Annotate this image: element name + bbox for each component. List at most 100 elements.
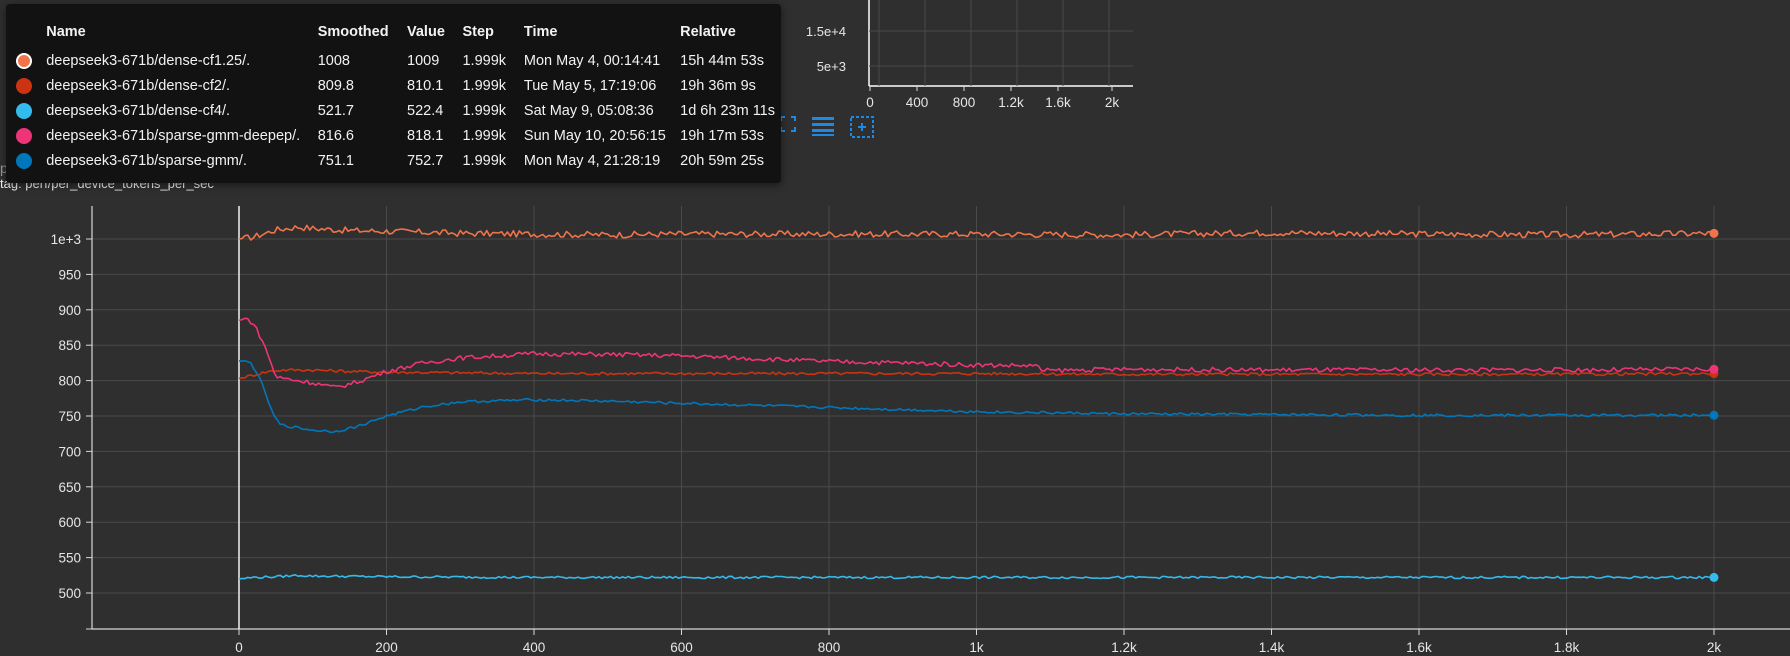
run-step: 1.999k bbox=[462, 152, 507, 169]
run-step: 1.999k bbox=[462, 77, 507, 94]
run-color-dot bbox=[16, 77, 32, 94]
header-name: Name bbox=[46, 24, 86, 40]
run-color-dot bbox=[16, 152, 32, 169]
run-time: Sat May 9, 05:08:36 bbox=[523, 102, 654, 119]
background-x-tick-label: 400 bbox=[906, 95, 929, 110]
run-color-swatch bbox=[6, 98, 46, 123]
header-relative: Relative bbox=[680, 24, 736, 40]
grid-lines bbox=[92, 206, 1790, 629]
tooltip-panel: Name Smoothed Value Step Time Relative d… bbox=[6, 4, 781, 183]
series-endpoint-marker bbox=[1709, 228, 1719, 238]
main-plot: 500 550 600 650 700 750 800 850 900 950 1e+3 0 200 4… bbox=[51, 206, 1790, 655]
tooltip-table: Name Smoothed Value Step Time Relative d… bbox=[6, 22, 781, 173]
x-tick-label: 800 bbox=[818, 640, 841, 655]
run-name: deepseek3-671b/sparse-gmm-deepep/. bbox=[46, 127, 301, 144]
run-smoothed: 521.7 bbox=[317, 102, 354, 119]
y-tick-label: 600 bbox=[58, 515, 81, 530]
run-time: Sun May 10, 20:56:15 bbox=[523, 127, 666, 144]
run-relative: 1d 6h 23m 11s bbox=[680, 102, 775, 119]
x-tick-label: 1.4k bbox=[1259, 640, 1285, 655]
run-smoothed: 1008 bbox=[317, 52, 350, 69]
run-color-dot bbox=[16, 102, 32, 119]
run-color-swatch bbox=[6, 148, 46, 173]
x-tick-label: 1.8k bbox=[1554, 640, 1580, 655]
background-x-tick-label: 1.2k bbox=[998, 95, 1024, 110]
run-value: 810.1 bbox=[407, 77, 444, 94]
x-tick-label: 0 bbox=[235, 640, 243, 655]
background-grid bbox=[869, 0, 1133, 86]
run-step: 1.999k bbox=[462, 52, 507, 69]
x-tick-label: 600 bbox=[670, 640, 693, 655]
background-x-tick-label: 0 bbox=[866, 95, 874, 110]
run-color-dot bbox=[16, 52, 32, 69]
expand-icon[interactable] bbox=[780, 116, 796, 143]
run-smoothed: 809.8 bbox=[317, 77, 354, 94]
series-line bbox=[238, 359, 1715, 434]
series-line bbox=[238, 368, 1715, 380]
x-tick-label: 400 bbox=[523, 640, 546, 655]
run-step: 1.999k bbox=[462, 102, 507, 119]
tooltip-row: deepseek3-671b/dense-cf2/. 809.8 810.1 1… bbox=[6, 73, 781, 98]
y-tick-label: 650 bbox=[58, 480, 81, 495]
tooltip-header-row: Name Smoothed Value Step Time Relative bbox=[6, 22, 781, 48]
header-step: Step bbox=[462, 24, 494, 40]
run-name: deepseek3-671b/sparse-gmm/. bbox=[46, 152, 247, 169]
series-endpoint-marker bbox=[1709, 572, 1719, 582]
color-column-header bbox=[6, 22, 46, 48]
y-tick-label: 900 bbox=[58, 303, 81, 318]
tooltip-row: deepseek3-671b/dense-cf1.25/. 1008 1009 … bbox=[6, 48, 781, 73]
run-time: Mon May 4, 00:14:41 bbox=[523, 52, 661, 69]
run-smoothed: 751.1 bbox=[317, 152, 354, 169]
run-relative: 19h 36m 9s bbox=[680, 77, 756, 94]
header-smoothed: Smoothed bbox=[317, 24, 389, 40]
series-endpoints bbox=[1709, 228, 1719, 582]
run-name: deepseek3-671b/dense-cf4/. bbox=[46, 102, 231, 119]
x-tick-label: 2k bbox=[1707, 640, 1722, 655]
run-value: 818.1 bbox=[407, 127, 444, 144]
y-tick-label: 1e+3 bbox=[51, 232, 81, 247]
run-color-swatch bbox=[6, 48, 46, 73]
series-line bbox=[238, 574, 1715, 580]
run-relative: 15h 44m 53s bbox=[680, 52, 764, 69]
run-name: deepseek3-671b/dense-cf2/. bbox=[46, 77, 231, 94]
run-color-swatch bbox=[6, 123, 46, 148]
fit-domain-icon[interactable] bbox=[850, 116, 874, 143]
x-tick-label: 1.6k bbox=[1406, 640, 1432, 655]
tooltip-row: deepseek3-671b/sparse-gmm-deepep/. 816.6… bbox=[6, 123, 781, 148]
series-line bbox=[238, 224, 1715, 241]
y-axis-ticks: 500 550 600 650 700 750 800 850 900 950 1e+3 bbox=[51, 232, 92, 630]
series-lines bbox=[238, 224, 1715, 580]
run-step: 1.999k bbox=[462, 127, 507, 144]
series-endpoint-marker bbox=[1709, 364, 1719, 374]
run-name: deepseek3-671b/dense-cf1.25/. bbox=[46, 52, 251, 69]
y-tick-label: 800 bbox=[58, 374, 81, 389]
run-value: 1009 bbox=[407, 52, 440, 69]
x-tick-label: 1k bbox=[969, 640, 984, 655]
y-tick-label: 850 bbox=[58, 338, 81, 353]
series-endpoint-marker bbox=[1709, 410, 1719, 420]
series-line bbox=[238, 317, 1715, 388]
y-tick-label: 500 bbox=[58, 586, 81, 601]
run-value: 752.7 bbox=[407, 152, 444, 169]
run-color-dot bbox=[16, 127, 32, 144]
card-toolbar bbox=[780, 116, 874, 143]
x-tick-label: 1.2k bbox=[1111, 640, 1137, 655]
legend-toggle-icon[interactable] bbox=[812, 116, 834, 143]
background-x-ticks: 0 400 800 1.2k 1.6k 2k bbox=[866, 86, 1119, 110]
x-tick-label: 200 bbox=[375, 640, 398, 655]
y-tick-label: 550 bbox=[58, 551, 81, 566]
axes bbox=[91, 206, 1790, 630]
run-color-swatch bbox=[6, 73, 46, 98]
run-time: Tue May 5, 17:19:06 bbox=[523, 77, 657, 94]
background-x-tick-label: 800 bbox=[953, 95, 976, 110]
background-chart: 0 400 800 1.2k 1.6k 2k 1.5e+4 5e+3 bbox=[806, 0, 1133, 110]
background-x-tick-label: 1.6k bbox=[1045, 95, 1071, 110]
run-relative: 20h 59m 25s bbox=[680, 152, 764, 169]
header-time: Time bbox=[523, 24, 558, 40]
y-tick-label: 700 bbox=[58, 444, 81, 459]
run-relative: 19h 17m 53s bbox=[680, 127, 764, 144]
header-value: Value bbox=[407, 24, 445, 40]
run-value: 522.4 bbox=[407, 102, 444, 119]
x-axis-ticks: 0 200 400 600 800 1k 1.2k 1.4k 1.6k 1.8k 2k bbox=[235, 629, 1721, 655]
